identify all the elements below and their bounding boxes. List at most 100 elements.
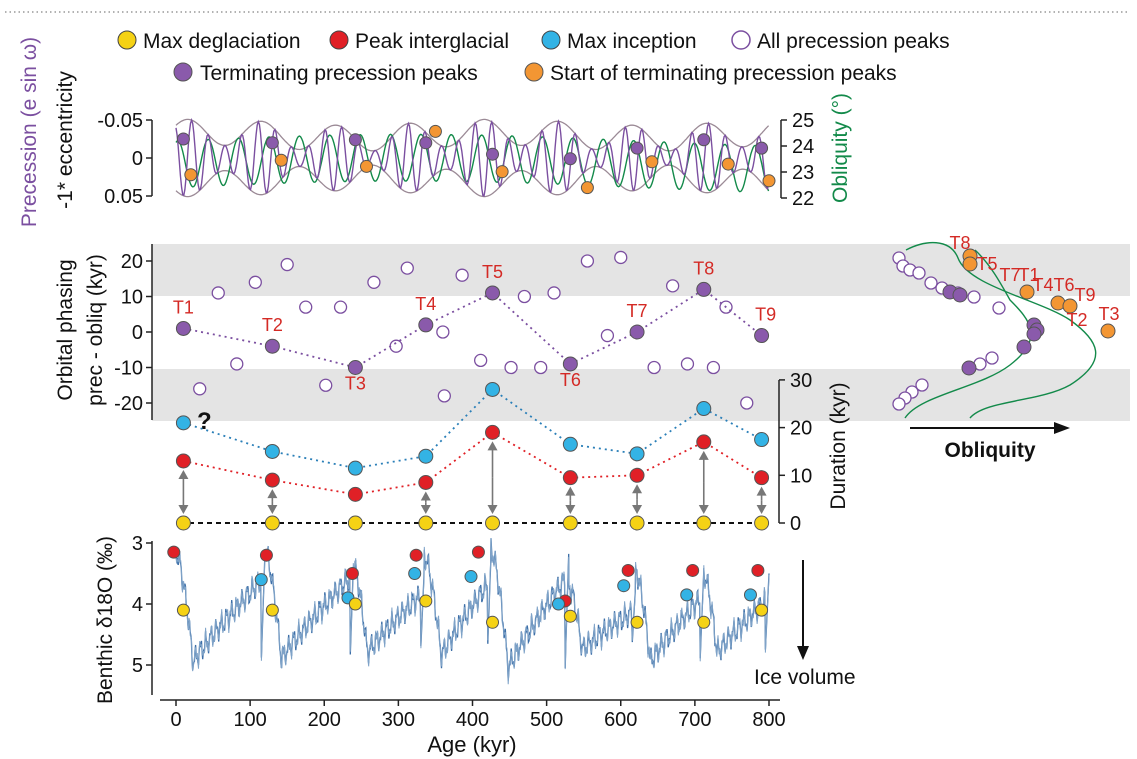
max-inception-marker xyxy=(264,443,280,459)
precession-peak-marker xyxy=(504,360,518,375)
max-deglaciation-marker xyxy=(754,515,770,531)
precession-peak-marker xyxy=(389,339,403,353)
legend-max-inception-marker xyxy=(541,30,561,50)
phasing-tick-label: 20 xyxy=(121,251,143,273)
benthic-axis-label: Benthic δ18O (‰) xyxy=(94,536,117,704)
max-deglaciation-marker xyxy=(562,515,578,531)
max-deglaciation-marker xyxy=(175,515,191,531)
ice-volume-label: Ice volume xyxy=(754,666,856,689)
precession-peak-marker xyxy=(547,286,561,300)
duration-arrow-up-head xyxy=(565,486,576,496)
benthic-peak-interglacial-marker xyxy=(167,545,181,559)
obliquity-phase-label: Obliquity xyxy=(945,439,1036,462)
orbital-panel: Precession (e sin ω) -1* eccentricity Ob… xyxy=(18,37,852,227)
termination-label: T8 xyxy=(693,258,714,278)
precession-peak-marker xyxy=(706,360,721,375)
benthic-max-inception-marker xyxy=(408,567,422,580)
peak-interglacial-marker xyxy=(562,470,578,486)
benthic-tick-label: 4 xyxy=(132,594,143,616)
termination-label: T7 xyxy=(627,301,648,321)
legend-peak-interglacial-marker xyxy=(329,30,349,50)
duration-arrow-up xyxy=(267,489,278,502)
peak-interglacial-marker xyxy=(696,434,712,450)
obliquity-phase-termination-label: T1 xyxy=(1018,265,1039,285)
legend-peak-interglacial: Peak interglacial xyxy=(355,30,509,53)
obliquity-phase-terminating-marker xyxy=(952,287,968,303)
orbital-left-tick-label: 0 xyxy=(132,148,143,170)
benthic-max-deglaciation-marker xyxy=(348,597,362,611)
benthic-peak-interglacial-marker xyxy=(471,545,485,559)
benthic-tick-label: 3 xyxy=(132,533,143,555)
benthic-max-inception-marker xyxy=(617,579,631,593)
max-inception-marker xyxy=(418,448,434,464)
duration-arrow-up xyxy=(565,486,576,501)
obliquity-phase-termination-label: T5 xyxy=(976,254,997,274)
max-inception-marker xyxy=(696,401,712,417)
obliquity-phase-open-marker xyxy=(985,351,999,365)
obliquity-phase-termination-label: T9 xyxy=(1074,285,1095,305)
age-tick-label: 500 xyxy=(530,709,563,731)
obliquity-phase-termination-label: T2 xyxy=(1066,310,1087,330)
termination-label: T2 xyxy=(262,315,283,335)
obliquity-phase-start-marker xyxy=(962,256,978,272)
precession-peak-marker xyxy=(455,268,469,282)
termination-phase-marker xyxy=(485,285,501,301)
obliquity-phase-open-marker xyxy=(912,266,926,280)
duration-arrow-down xyxy=(756,500,767,514)
peak-interglacial-marker xyxy=(485,424,501,440)
phasing-tick-label: 0 xyxy=(132,322,143,344)
eccentricity-envelope-lower xyxy=(175,164,770,198)
benthic-peak-interglacial-marker xyxy=(345,567,359,580)
duration-arrow-down-head xyxy=(698,505,709,514)
eccentricity-axis-label: -1* eccentricity xyxy=(54,71,77,209)
benthic-max-deglaciation-marker xyxy=(697,615,711,629)
legend-max-deglaciation-marker xyxy=(117,30,137,50)
orbital-markers xyxy=(176,124,776,195)
terminating-peak-marker xyxy=(265,136,279,150)
obliquity-arrowhead xyxy=(1054,422,1070,434)
precession-peak-marker xyxy=(211,286,225,300)
peak-interglacial-marker xyxy=(418,474,434,490)
peak-interglacial-marker xyxy=(347,486,363,502)
start-terminating-marker xyxy=(580,181,594,195)
benthic-panel: Benthic δ18O (‰) 3 4 5 Ice volume 0 100 200 3… xyxy=(94,533,856,757)
legend-start-terminating: Start of terminating precession peaks xyxy=(550,62,897,85)
precession-peak-marker xyxy=(600,328,615,343)
obliquity-axis-label: Obliquity (°) xyxy=(829,93,852,203)
obliquity-phase-terminating-marker xyxy=(1026,326,1042,342)
benthic-peak-interglacial-marker xyxy=(621,563,635,577)
duration-arrow-up xyxy=(420,491,431,503)
precession-peak-marker xyxy=(665,279,680,293)
obliquity-phase-open-marker xyxy=(924,276,938,290)
phasing-panel: Orbital phasing prec - obliq (kyr) 20 10 0… xyxy=(54,244,1130,435)
benthic-peak-interglacial-marker xyxy=(409,548,423,562)
precession-peak-marker xyxy=(580,254,595,268)
start-terminating-marker xyxy=(762,174,776,188)
duration-ticks: 30 20 10 0 xyxy=(779,370,812,535)
obliquity-phase-termination-label: T3 xyxy=(1098,304,1119,324)
duration-arrow-up-head xyxy=(487,441,498,451)
precession-peak-marker xyxy=(740,396,754,410)
age-tick-label: 300 xyxy=(382,709,415,731)
obliquity-tick-label: 22 xyxy=(792,188,814,210)
duration-arrow-down-head xyxy=(565,505,576,514)
termination-label: T5 xyxy=(482,262,503,282)
benthic-max-deglaciation-marker xyxy=(630,615,644,629)
phasing-axis-label-1: Orbital phasing xyxy=(54,259,77,400)
duration-arrow-up-head xyxy=(698,450,709,460)
termination-phase-marker xyxy=(562,356,578,372)
precession-axis-label: Precession (e sin ω) xyxy=(18,37,41,227)
duration-arrow-down xyxy=(267,501,278,514)
termination-phase-marker xyxy=(696,281,712,297)
legend-all-precession-peaks: All precession peaks xyxy=(757,30,950,53)
termination-phase-marker xyxy=(418,317,434,333)
duration-arrow-down xyxy=(420,502,431,514)
precession-peak-marker xyxy=(280,257,294,272)
duration-arrow-down-head xyxy=(756,505,767,514)
max-inception-marker xyxy=(485,381,501,397)
obliquity-phase-termination-label: T6 xyxy=(1053,275,1074,295)
benthic-max-deglaciation-marker xyxy=(265,603,279,617)
legend-start-terminating-marker xyxy=(524,62,544,82)
benthic-tick-label: 5 xyxy=(132,655,143,677)
